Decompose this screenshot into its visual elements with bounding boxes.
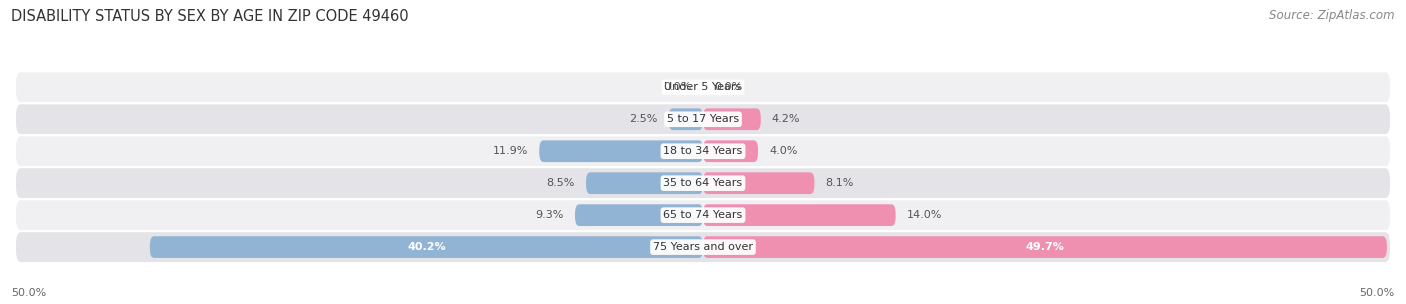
Text: Source: ZipAtlas.com: Source: ZipAtlas.com <box>1270 9 1395 22</box>
Text: 49.7%: 49.7% <box>1025 242 1064 252</box>
FancyBboxPatch shape <box>15 167 1391 199</box>
Text: 0.0%: 0.0% <box>664 82 692 92</box>
FancyBboxPatch shape <box>15 135 1391 167</box>
FancyBboxPatch shape <box>669 109 703 130</box>
Text: 11.9%: 11.9% <box>494 146 529 156</box>
FancyBboxPatch shape <box>150 236 703 258</box>
FancyBboxPatch shape <box>703 109 761 130</box>
FancyBboxPatch shape <box>703 236 1386 258</box>
Text: 75 Years and over: 75 Years and over <box>652 242 754 252</box>
FancyBboxPatch shape <box>15 103 1391 135</box>
FancyBboxPatch shape <box>540 140 703 162</box>
Text: 65 to 74 Years: 65 to 74 Years <box>664 210 742 220</box>
Text: 4.2%: 4.2% <box>772 114 800 124</box>
Text: 8.5%: 8.5% <box>547 178 575 188</box>
Text: 35 to 64 Years: 35 to 64 Years <box>664 178 742 188</box>
Text: 9.3%: 9.3% <box>536 210 564 220</box>
FancyBboxPatch shape <box>15 199 1391 231</box>
FancyBboxPatch shape <box>586 172 703 194</box>
FancyBboxPatch shape <box>15 71 1391 103</box>
Text: 8.1%: 8.1% <box>825 178 853 188</box>
Text: DISABILITY STATUS BY SEX BY AGE IN ZIP CODE 49460: DISABILITY STATUS BY SEX BY AGE IN ZIP C… <box>11 9 409 24</box>
FancyBboxPatch shape <box>703 204 896 226</box>
Text: 18 to 34 Years: 18 to 34 Years <box>664 146 742 156</box>
Text: 2.5%: 2.5% <box>630 114 658 124</box>
Text: 14.0%: 14.0% <box>907 210 942 220</box>
Text: 0.0%: 0.0% <box>714 82 742 92</box>
Text: 5 to 17 Years: 5 to 17 Years <box>666 114 740 124</box>
Text: 50.0%: 50.0% <box>1360 288 1395 298</box>
FancyBboxPatch shape <box>703 172 814 194</box>
Text: 50.0%: 50.0% <box>11 288 46 298</box>
Text: 40.2%: 40.2% <box>408 242 446 252</box>
FancyBboxPatch shape <box>575 204 703 226</box>
FancyBboxPatch shape <box>15 231 1391 263</box>
Text: 4.0%: 4.0% <box>769 146 797 156</box>
FancyBboxPatch shape <box>703 140 758 162</box>
Text: Under 5 Years: Under 5 Years <box>665 82 741 92</box>
